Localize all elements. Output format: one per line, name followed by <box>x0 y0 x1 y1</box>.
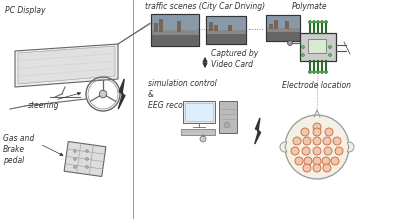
FancyBboxPatch shape <box>206 16 246 44</box>
Circle shape <box>291 147 299 155</box>
FancyBboxPatch shape <box>151 35 199 46</box>
Circle shape <box>316 71 320 74</box>
Polygon shape <box>15 44 118 87</box>
FancyBboxPatch shape <box>185 103 213 121</box>
Circle shape <box>325 128 333 136</box>
Polygon shape <box>18 46 115 84</box>
Text: Gas and
Brake
pedal: Gas and Brake pedal <box>3 134 34 165</box>
Text: simulation control
&
EEG recording: simulation control & EEG recording <box>148 79 217 110</box>
Text: PC Display: PC Display <box>5 6 46 15</box>
FancyBboxPatch shape <box>219 101 237 133</box>
Polygon shape <box>64 141 106 177</box>
Circle shape <box>99 90 107 98</box>
Circle shape <box>322 157 330 165</box>
Text: steering: steering <box>28 101 60 110</box>
Circle shape <box>328 53 332 57</box>
Circle shape <box>312 71 316 74</box>
Circle shape <box>312 21 316 23</box>
Circle shape <box>200 136 206 142</box>
Circle shape <box>316 21 320 23</box>
Circle shape <box>331 157 339 165</box>
Text: .......: ....... <box>196 23 212 32</box>
FancyBboxPatch shape <box>206 16 246 30</box>
Wedge shape <box>347 142 354 152</box>
Circle shape <box>313 157 321 165</box>
Circle shape <box>86 157 88 161</box>
Circle shape <box>224 122 230 128</box>
Circle shape <box>304 157 312 165</box>
Circle shape <box>333 137 341 145</box>
FancyBboxPatch shape <box>274 19 278 29</box>
FancyBboxPatch shape <box>177 21 181 32</box>
FancyBboxPatch shape <box>151 14 199 46</box>
Circle shape <box>313 137 321 145</box>
Circle shape <box>86 150 88 152</box>
Text: traffic scenes (City Car Driving): traffic scenes (City Car Driving) <box>145 2 265 11</box>
Circle shape <box>335 147 343 155</box>
Circle shape <box>308 71 312 74</box>
FancyBboxPatch shape <box>266 15 300 28</box>
Circle shape <box>320 21 324 23</box>
FancyBboxPatch shape <box>308 39 326 53</box>
Circle shape <box>323 137 331 145</box>
Circle shape <box>74 166 76 168</box>
Wedge shape <box>280 142 287 152</box>
Text: Polymate: Polymate <box>292 2 328 11</box>
Circle shape <box>74 150 76 152</box>
Circle shape <box>313 123 321 131</box>
FancyBboxPatch shape <box>154 23 158 32</box>
FancyBboxPatch shape <box>209 23 213 31</box>
Circle shape <box>303 137 311 145</box>
FancyBboxPatch shape <box>266 15 300 41</box>
Circle shape <box>86 166 88 168</box>
FancyBboxPatch shape <box>266 32 300 41</box>
FancyBboxPatch shape <box>228 25 232 31</box>
Circle shape <box>324 71 328 74</box>
Circle shape <box>302 46 304 48</box>
FancyBboxPatch shape <box>300 33 336 61</box>
Circle shape <box>295 157 303 165</box>
Circle shape <box>320 71 324 74</box>
Polygon shape <box>118 79 125 109</box>
Polygon shape <box>255 118 261 144</box>
FancyBboxPatch shape <box>151 14 199 30</box>
Circle shape <box>313 147 321 155</box>
Text: Electrode location: Electrode location <box>282 81 352 90</box>
Circle shape <box>74 157 76 161</box>
FancyBboxPatch shape <box>269 24 273 29</box>
Text: Captured by
Video Card: Captured by Video Card <box>211 49 258 69</box>
Text: .......: ....... <box>247 23 263 32</box>
Circle shape <box>313 128 321 136</box>
Circle shape <box>302 53 304 57</box>
Circle shape <box>285 115 349 179</box>
FancyBboxPatch shape <box>206 34 246 44</box>
Circle shape <box>288 41 292 46</box>
FancyBboxPatch shape <box>285 21 289 29</box>
FancyBboxPatch shape <box>181 129 215 135</box>
FancyBboxPatch shape <box>183 101 215 123</box>
Circle shape <box>293 137 301 145</box>
Circle shape <box>324 21 328 23</box>
Circle shape <box>303 164 311 172</box>
Circle shape <box>328 46 332 48</box>
Circle shape <box>308 21 312 23</box>
Circle shape <box>301 128 309 136</box>
Circle shape <box>324 147 332 155</box>
Circle shape <box>323 164 331 172</box>
Circle shape <box>313 164 321 172</box>
Circle shape <box>302 147 310 155</box>
FancyBboxPatch shape <box>214 25 218 31</box>
FancyBboxPatch shape <box>159 19 163 32</box>
